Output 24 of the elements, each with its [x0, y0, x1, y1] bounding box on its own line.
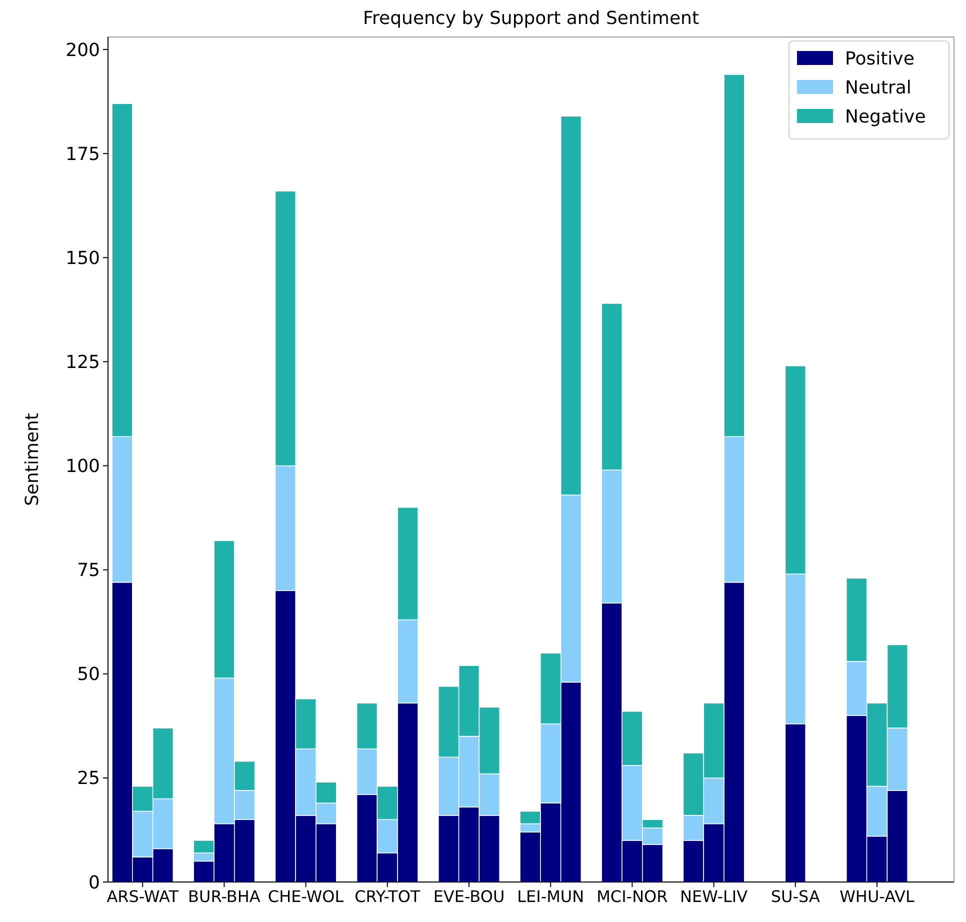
y-tick-label: 175: [66, 144, 100, 165]
y-tick-label: 100: [66, 456, 100, 478]
x-tick-label: CRY-TOT: [354, 887, 420, 906]
chart-title: Frequency by Support and Sentiment: [362, 8, 700, 29]
x-tick-label: WHU-AVL: [840, 887, 914, 906]
y-tick-label: 125: [66, 352, 100, 373]
x-tick-label: EVE-BOU: [433, 887, 505, 906]
y-tick-label: 200: [66, 40, 100, 61]
x-tick-label: CHE-WOL: [268, 887, 344, 906]
y-tick-label: 50: [77, 664, 100, 686]
x-tick-label: SU-SA: [770, 887, 820, 906]
x-tick-label: NEW-LIV: [680, 887, 748, 906]
legend-label: Negative: [845, 106, 926, 128]
y-tick-label: 25: [77, 768, 100, 790]
y-tick-label: 150: [66, 248, 100, 269]
x-tick-label: ARS-WAT: [106, 887, 179, 906]
x-tick-label: MCI-NOR: [596, 887, 668, 906]
legend-label: Positive: [845, 48, 914, 70]
x-tick-label: BUR-BHA: [188, 887, 260, 906]
y-tick-label: 0: [88, 872, 100, 894]
y-tick-label: 75: [77, 560, 100, 582]
legend-label: Neutral: [845, 77, 912, 98]
x-tick-label: LEI-MUN: [517, 887, 584, 906]
y-axis-title: Sentiment: [22, 412, 43, 506]
